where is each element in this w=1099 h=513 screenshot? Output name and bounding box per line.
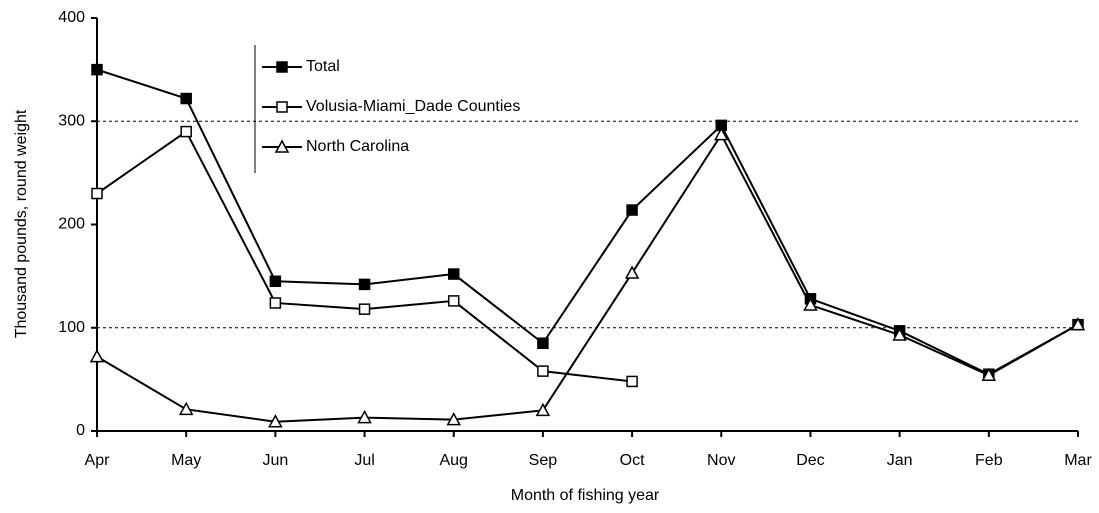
marker [178,401,194,416]
marker [537,337,549,349]
x-tick-label: Dec [796,452,824,469]
x-tick-label: Jun [262,452,288,469]
legend-label: Total [306,58,340,75]
marker [180,92,192,105]
marker [358,278,371,291]
x-tick-label: Mar [1064,452,1092,469]
y-tick-label: 200 [58,216,85,233]
marker [714,127,729,141]
x-tick-label: Sep [529,452,558,469]
marker [535,402,551,417]
marker [269,297,282,309]
x-tick-label: Apr [85,452,111,469]
marker [180,125,192,138]
marker [1070,317,1086,331]
marker [358,303,371,315]
x-tick-label: May [171,452,201,469]
marker [274,139,290,153]
x-axis-label: Month of fishing year [511,487,660,504]
marker [276,101,288,113]
y-tick-label: 300 [58,112,85,129]
marker [624,265,640,279]
marker [981,367,997,381]
marker [91,187,103,200]
y-tick-label: 400 [58,9,85,26]
series-line [96,130,633,383]
marker [357,410,372,424]
marker [537,365,549,377]
x-tick-label: Jan [887,452,913,469]
marker [626,375,638,388]
x-tick-label: Oct [620,452,645,469]
x-tick-label: Aug [439,452,467,469]
marker [91,63,103,76]
y-tick-label: 100 [58,319,85,336]
marker [626,204,638,216]
marker [268,414,283,428]
marker [447,268,460,280]
marker [892,327,907,341]
marker [89,349,105,363]
marker [276,61,288,73]
x-tick-label: Jul [354,452,374,469]
y-tick-label: 0 [76,422,85,439]
marker [446,412,461,426]
marker [269,275,282,288]
y-axis-label: Thousand pounds, round weight [13,109,30,338]
x-tick-label: Feb [975,452,1003,469]
x-tick-label: Nov [707,452,735,469]
marker [447,295,460,307]
legend-label: North Carolina [306,138,409,155]
series-line [96,68,1079,376]
legend-label: Volusia-Miami_Dade Counties [306,98,520,115]
marker [803,297,818,311]
series-line [96,132,1079,423]
